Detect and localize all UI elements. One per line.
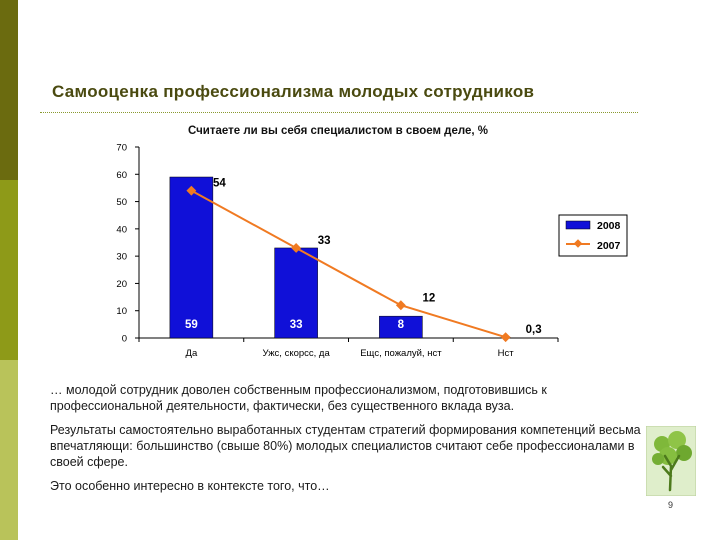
chart: Считаете ли вы себя специалистом в своем… <box>116 125 628 359</box>
line-data-label: 12 <box>422 292 435 304</box>
line-point <box>186 185 197 196</box>
x-axis: Да Ужс, скорсс, да Ещс, пожалуй, нст Нст <box>138 338 559 359</box>
legend-swatch-bar <box>565 220 591 230</box>
series-line <box>190 189 506 339</box>
y-tick-label: 0 <box>122 334 127 345</box>
bar <box>169 176 214 339</box>
decor-band-top <box>0 0 18 180</box>
decor-band-middle <box>0 180 18 360</box>
chart-title: Считаете ли вы себя специалистом в своем… <box>188 125 488 137</box>
line-point <box>395 300 406 311</box>
bar-data-label: 8 <box>398 319 405 331</box>
line-data-label: 54 <box>213 178 226 190</box>
page-number: 9 <box>668 500 674 510</box>
legend-label-bar: 2008 <box>597 220 621 232</box>
paragraph: Это особенно интересно в контексте того,… <box>50 479 330 493</box>
bar <box>274 247 318 339</box>
y-tick-label: 30 <box>116 252 127 263</box>
title-divider <box>40 112 638 113</box>
line-point <box>291 243 302 253</box>
x-tick-label: Ужс, скорсс, да <box>262 348 330 359</box>
y-axis: 0 10 20 30 40 50 60 70 <box>116 143 139 345</box>
y-tick-label: 60 <box>116 170 127 181</box>
y-tick-label: 10 <box>116 306 127 317</box>
y-tick-label: 40 <box>116 224 127 235</box>
bar <box>379 315 423 339</box>
decor-band-bottom <box>0 360 18 540</box>
x-tick-label: Нст <box>498 348 515 359</box>
bar-data-label: 33 <box>290 319 303 331</box>
tree-icon <box>646 426 696 496</box>
legend: 2008 2007 <box>558 214 628 257</box>
line-series: 54 33 12 0,3 <box>186 178 542 343</box>
line-data-label: 33 <box>318 235 331 247</box>
y-tick-label: 50 <box>116 197 127 208</box>
legend-label-line: 2007 <box>597 240 621 252</box>
paragraph: … молодой сотрудник доволен собственным … <box>50 383 547 413</box>
y-tick-label: 70 <box>116 143 127 154</box>
y-tick-label: 20 <box>116 279 127 290</box>
bar-data-label: 59 <box>185 319 198 331</box>
slide-title: Самооценка профессионализма молодых сотр… <box>52 82 535 101</box>
line-data-label: 0,3 <box>526 324 542 336</box>
x-tick-label: Ещс, пожалуй, нст <box>360 348 442 359</box>
x-tick-label: Да <box>186 348 198 359</box>
body-text: … молодой сотрудник доволен собственным … <box>50 382 650 502</box>
bar-series: 59 33 8 <box>169 176 423 339</box>
paragraph: Результаты самостоятельно выработанных с… <box>50 423 641 469</box>
line-point <box>500 332 511 343</box>
